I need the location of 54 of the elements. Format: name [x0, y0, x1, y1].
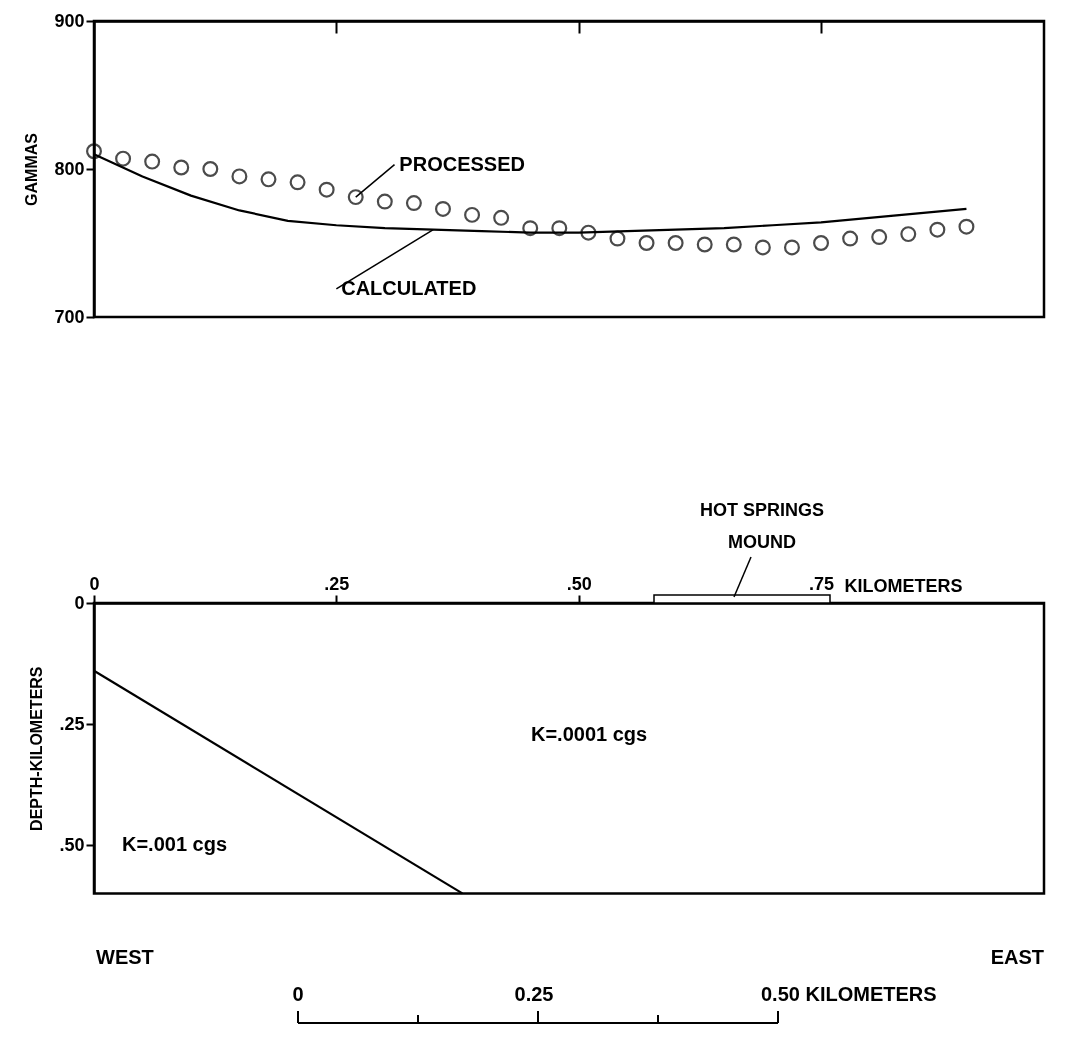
point — [842, 230, 859, 247]
y-axis-title: GAMMAS — [23, 132, 41, 206]
y-tick-label: 0 — [74, 592, 85, 613]
point — [900, 226, 917, 243]
point — [376, 193, 393, 210]
x-tick-label: .75 — [809, 573, 835, 594]
point — [813, 235, 830, 251]
y-tick-label: .50 — [59, 834, 85, 855]
y-tick-label: 800 — [54, 158, 85, 179]
point — [231, 168, 248, 185]
text: 0.25 — [514, 983, 554, 1005]
annotation: K=.0001 cgs — [531, 723, 648, 745]
x-tick-label: 0 — [89, 573, 100, 594]
point — [929, 221, 946, 238]
point — [609, 230, 626, 247]
text: 0.50 KILOMETERS — [761, 983, 937, 1005]
text: EAST — [990, 946, 1044, 968]
x-axis-title: KILOMETERS — [844, 575, 963, 596]
point — [347, 189, 364, 206]
text: HOT SPRINGS MOUND — [699, 500, 825, 552]
point — [144, 153, 161, 170]
y-axis-title: DEPTH-KILOMETERS — [28, 666, 46, 831]
point — [318, 181, 335, 198]
point — [405, 195, 422, 212]
point — [667, 235, 684, 251]
text: CALCULATED — [341, 276, 477, 299]
x-tick-label: .50 — [566, 573, 592, 594]
point — [202, 161, 219, 177]
point — [783, 239, 800, 256]
point — [754, 239, 771, 256]
point — [551, 220, 568, 237]
point — [464, 206, 481, 223]
point — [522, 220, 539, 237]
y-tick-label: .25 — [59, 713, 85, 734]
x-tick-label: .25 — [324, 573, 350, 594]
point — [958, 218, 975, 235]
y-tick-label: 700 — [54, 306, 85, 327]
point — [696, 236, 713, 253]
point — [871, 229, 888, 246]
point — [638, 235, 655, 251]
text: 0 — [292, 983, 304, 1005]
point — [289, 174, 306, 191]
point — [725, 236, 742, 253]
annotation: K=.001 cgs — [122, 833, 228, 855]
point — [115, 150, 132, 167]
series-label: PROCESSED — [399, 152, 525, 175]
point — [580, 224, 597, 241]
point — [260, 171, 277, 188]
point — [173, 159, 190, 176]
text: WEST — [96, 946, 154, 968]
point — [86, 143, 102, 160]
point — [493, 209, 510, 226]
point — [434, 200, 451, 217]
y-tick-label: 900 — [54, 10, 85, 31]
